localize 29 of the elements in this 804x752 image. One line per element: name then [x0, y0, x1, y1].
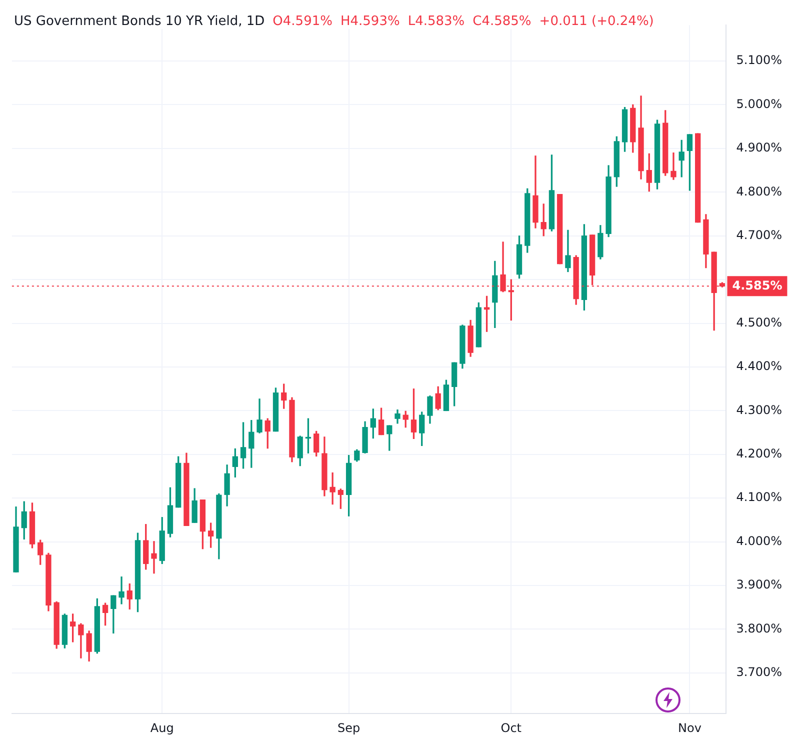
x-tick-label: Sep — [337, 720, 360, 735]
y-tick-label: 4.500% — [736, 315, 782, 330]
y-tick-label: 4.800% — [736, 184, 782, 198]
y-tick-label: 3.800% — [736, 621, 782, 636]
y-tick-label: 5.000% — [736, 96, 782, 111]
annotation: O4.591% — [272, 14, 332, 29]
candlestick — [151, 541, 157, 574]
ref-line-label: 4.585% — [732, 278, 782, 292]
y-tick-label: 4.400% — [736, 359, 782, 374]
annotation: L4.583% — [408, 14, 465, 29]
x-tick-label: Oct — [500, 720, 522, 735]
annotation: +0.011 (+0.24%) — [539, 14, 654, 29]
y-tick-label: 5.100% — [736, 53, 782, 68]
y-tick-label: 3.700% — [736, 665, 782, 680]
chart-title: US Government Bonds 10 YR Yield, 1D — [14, 14, 265, 29]
y-tick-label: 3.900% — [736, 578, 782, 592]
candlestick — [330, 472, 336, 505]
y-tick-label: 4.000% — [736, 534, 782, 548]
y-tick-label: 4.300% — [736, 402, 782, 417]
y-tick-label: 4.700% — [736, 228, 782, 242]
annotation: C4.585% — [472, 14, 532, 29]
y-tick-label: 4.200% — [736, 446, 782, 461]
annotation: H4.593% — [340, 14, 400, 29]
x-tick-label: Nov — [678, 720, 702, 735]
y-tick-label: 4.900% — [736, 140, 782, 155]
y-tick-label: 4.100% — [736, 490, 782, 504]
candlestick — [670, 152, 676, 180]
x-tick-label: Aug — [150, 720, 174, 735]
candlestick — [118, 576, 124, 604]
